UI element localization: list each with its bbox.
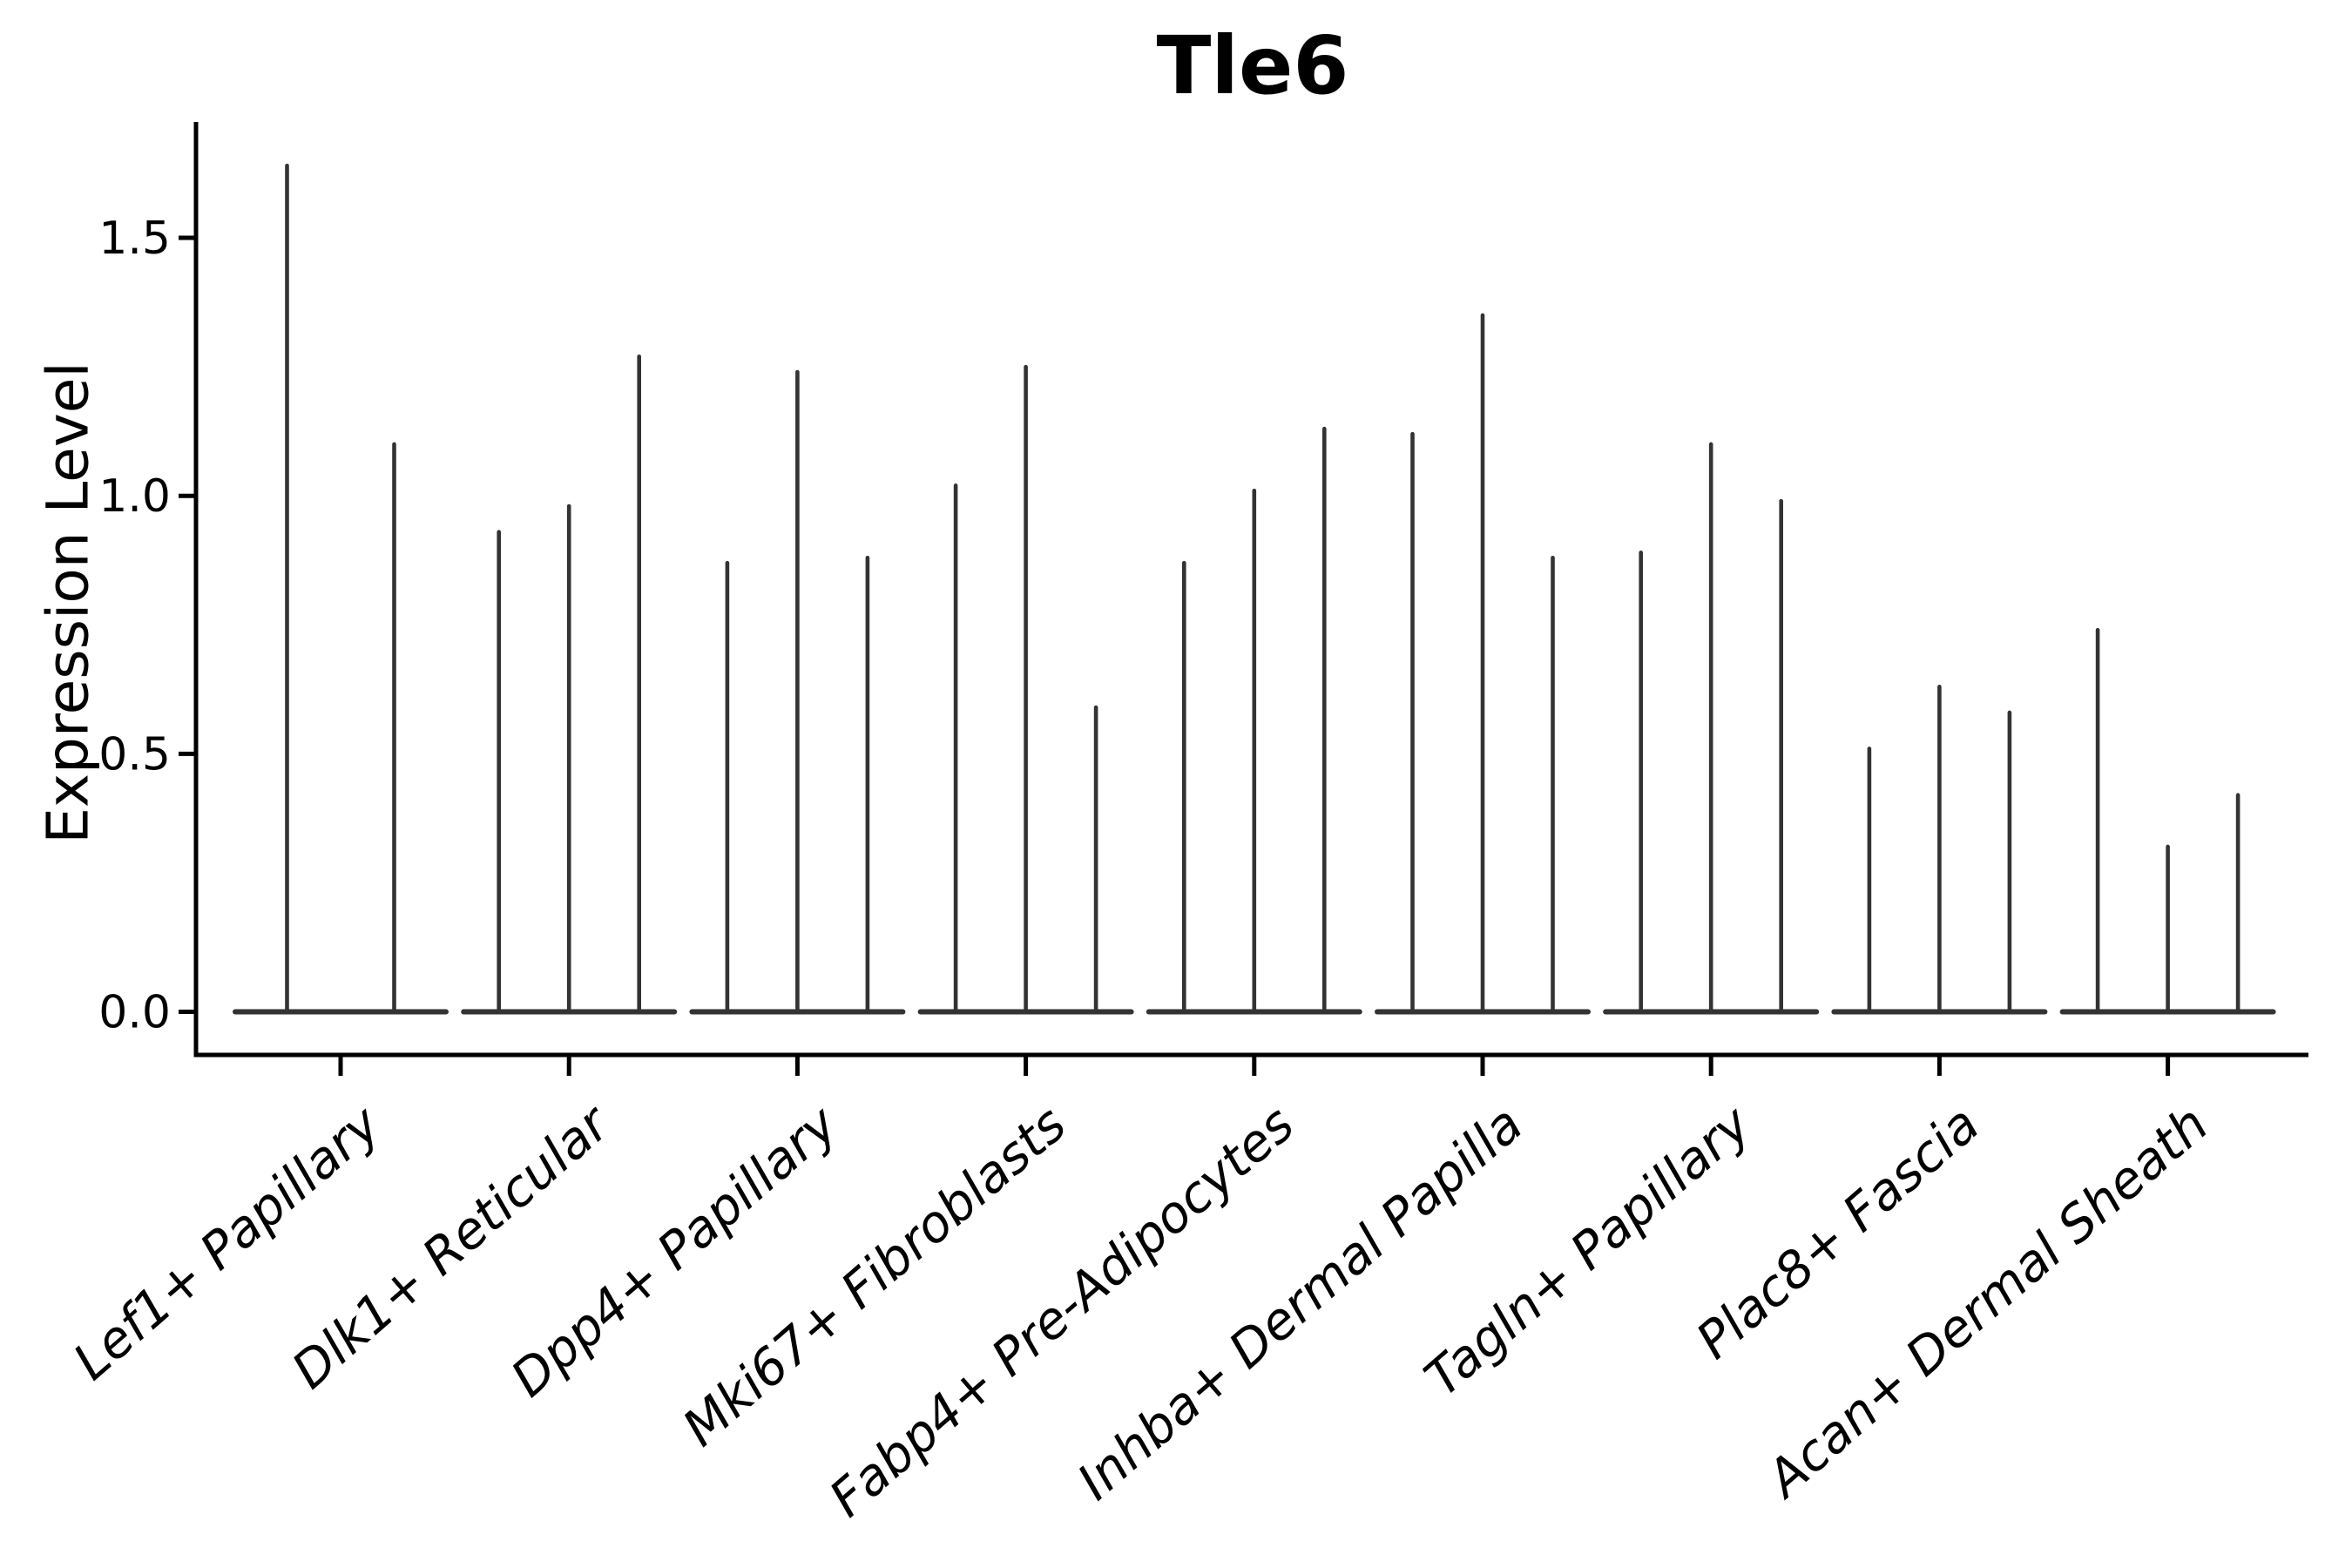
y-tick-label: 1.5	[98, 213, 171, 265]
y-tick-label: 1.0	[98, 470, 171, 523]
chart-title: Tle6	[1156, 19, 1349, 112]
y-tick-label: 0.5	[98, 728, 171, 781]
y-tick-label: 0.0	[98, 987, 171, 1039]
